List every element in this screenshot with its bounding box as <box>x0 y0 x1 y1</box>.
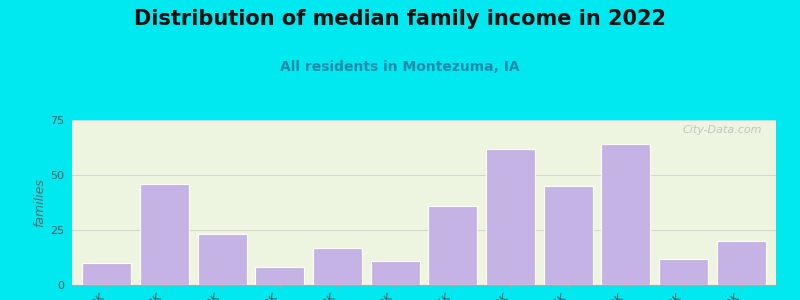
Text: Distribution of median family income in 2022: Distribution of median family income in … <box>134 9 666 29</box>
Bar <box>255 267 304 285</box>
Bar <box>140 184 189 285</box>
Bar <box>486 148 535 285</box>
Bar <box>198 234 246 285</box>
Text: City-Data.com: City-Data.com <box>682 125 762 135</box>
Bar <box>82 263 131 285</box>
Bar <box>428 206 478 285</box>
Bar <box>370 261 420 285</box>
Bar <box>717 241 766 285</box>
Text: All residents in Montezuma, IA: All residents in Montezuma, IA <box>280 60 520 74</box>
Y-axis label: families: families <box>33 178 46 227</box>
Bar <box>659 259 708 285</box>
Bar <box>602 144 650 285</box>
Bar <box>313 248 362 285</box>
Bar <box>544 186 593 285</box>
